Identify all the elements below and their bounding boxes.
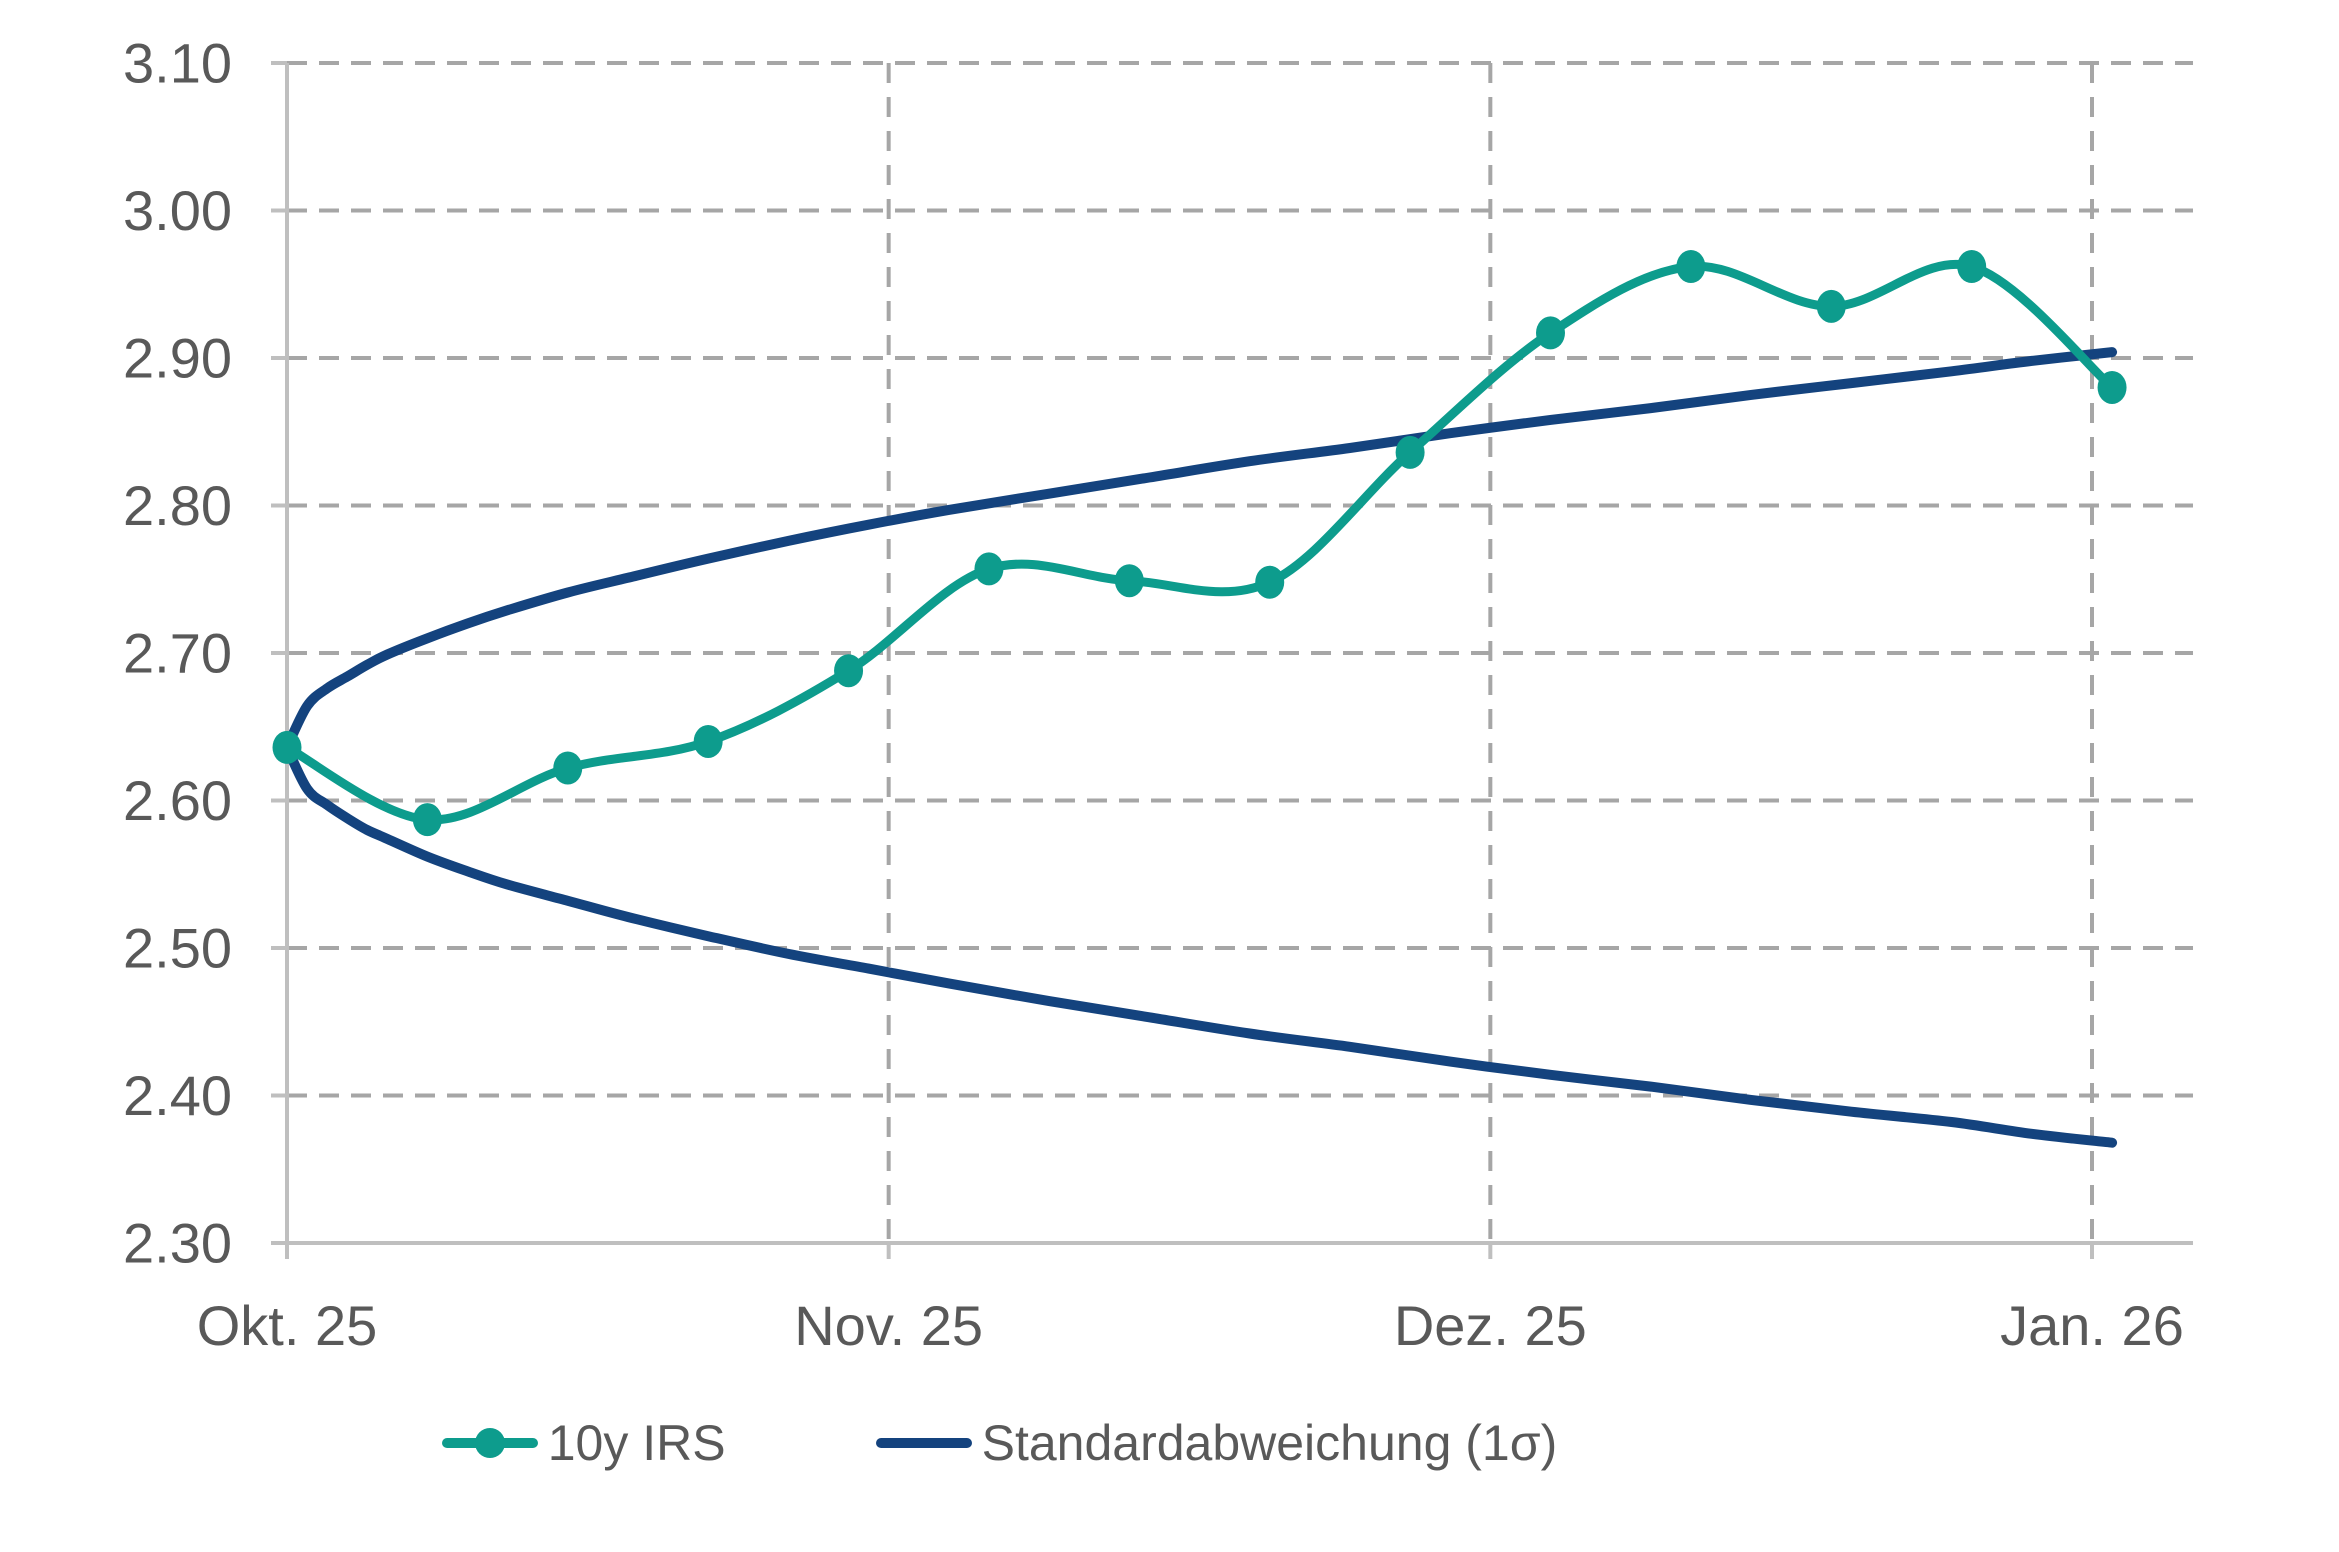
- legend-label-10y-irs: 10y IRS: [547, 1415, 726, 1471]
- y-axis-label: 2.70: [123, 622, 232, 685]
- irs-data-point-marker: [272, 730, 302, 764]
- std-deviation-band-series: [282, 347, 2118, 1148]
- x-axis-label: Nov. 25: [794, 1294, 983, 1357]
- axes: [285, 63, 2193, 1245]
- y-axis-label: 2.40: [123, 1064, 232, 1127]
- axis-tick-marks: [271, 61, 2094, 1259]
- y-axis-label: 2.90: [123, 327, 232, 390]
- irs-data-point-marker: [553, 751, 583, 785]
- irs-data-point-marker: [1255, 565, 1285, 599]
- legend-label-standardabweichung: Standardabweichung (1σ): [981, 1415, 1558, 1471]
- irs-data-point-marker: [1816, 289, 1846, 323]
- irs-data-point-marker: [1536, 316, 1565, 350]
- legend-item-10y-irs: 10y IRS: [441, 1415, 726, 1471]
- irs-series: [272, 250, 2127, 837]
- std-band-lower-line: [282, 742, 2118, 1148]
- std-band-upper-line: [282, 347, 2118, 753]
- irs-data-point-marker: [974, 552, 1004, 586]
- y-axis-label: 2.30: [123, 1212, 232, 1275]
- x-axis-label: Okt. 25: [197, 1294, 378, 1357]
- y-axis-label: 2.50: [123, 917, 232, 980]
- irs-data-point-marker: [1957, 250, 1987, 284]
- legend-item-standardabweichung: Standardabweichung (1σ): [875, 1415, 1558, 1471]
- irs-data-point-marker: [1395, 435, 1425, 469]
- x-axis-labels: Okt. 25 Nov. 25 Dez. 25 Jan. 26: [197, 1294, 2184, 1357]
- irs-data-point-marker: [834, 654, 864, 688]
- irs-data-point-marker: [1676, 250, 1706, 284]
- irs-data-point-marker: [693, 725, 723, 758]
- x-axis-label: Jan. 26: [2000, 1294, 2184, 1357]
- y-axis-label: 3.10: [123, 32, 232, 95]
- std-line-icon: [875, 1438, 972, 1448]
- vertical-gridlines: [886, 63, 2094, 1243]
- std-line-swatch: [875, 1427, 972, 1459]
- irs-data-point-marker: [412, 803, 442, 837]
- y-axis-label: 2.60: [123, 769, 232, 832]
- legend: 10y IRS Standardabweichung (1σ): [0, 1418, 2169, 1468]
- y-axis-label: 2.80: [123, 474, 232, 537]
- irs-data-point-marker: [2097, 371, 2127, 404]
- irs-line-marker-swatch: [441, 1427, 538, 1459]
- y-axis-labels: 3.10 3.00 2.90 2.80 2.70 2.60 2.50 2.40 2.30: [123, 32, 232, 1275]
- irs-line: [282, 260, 2117, 825]
- irs-data-point-marker: [1114, 564, 1144, 598]
- horizontal-gridlines: [287, 61, 2193, 1098]
- y-axis-label: 3.00: [123, 179, 232, 242]
- x-axis-label: Dez. 25: [1394, 1294, 1587, 1357]
- irs-marker-dot-icon: [474, 1428, 505, 1458]
